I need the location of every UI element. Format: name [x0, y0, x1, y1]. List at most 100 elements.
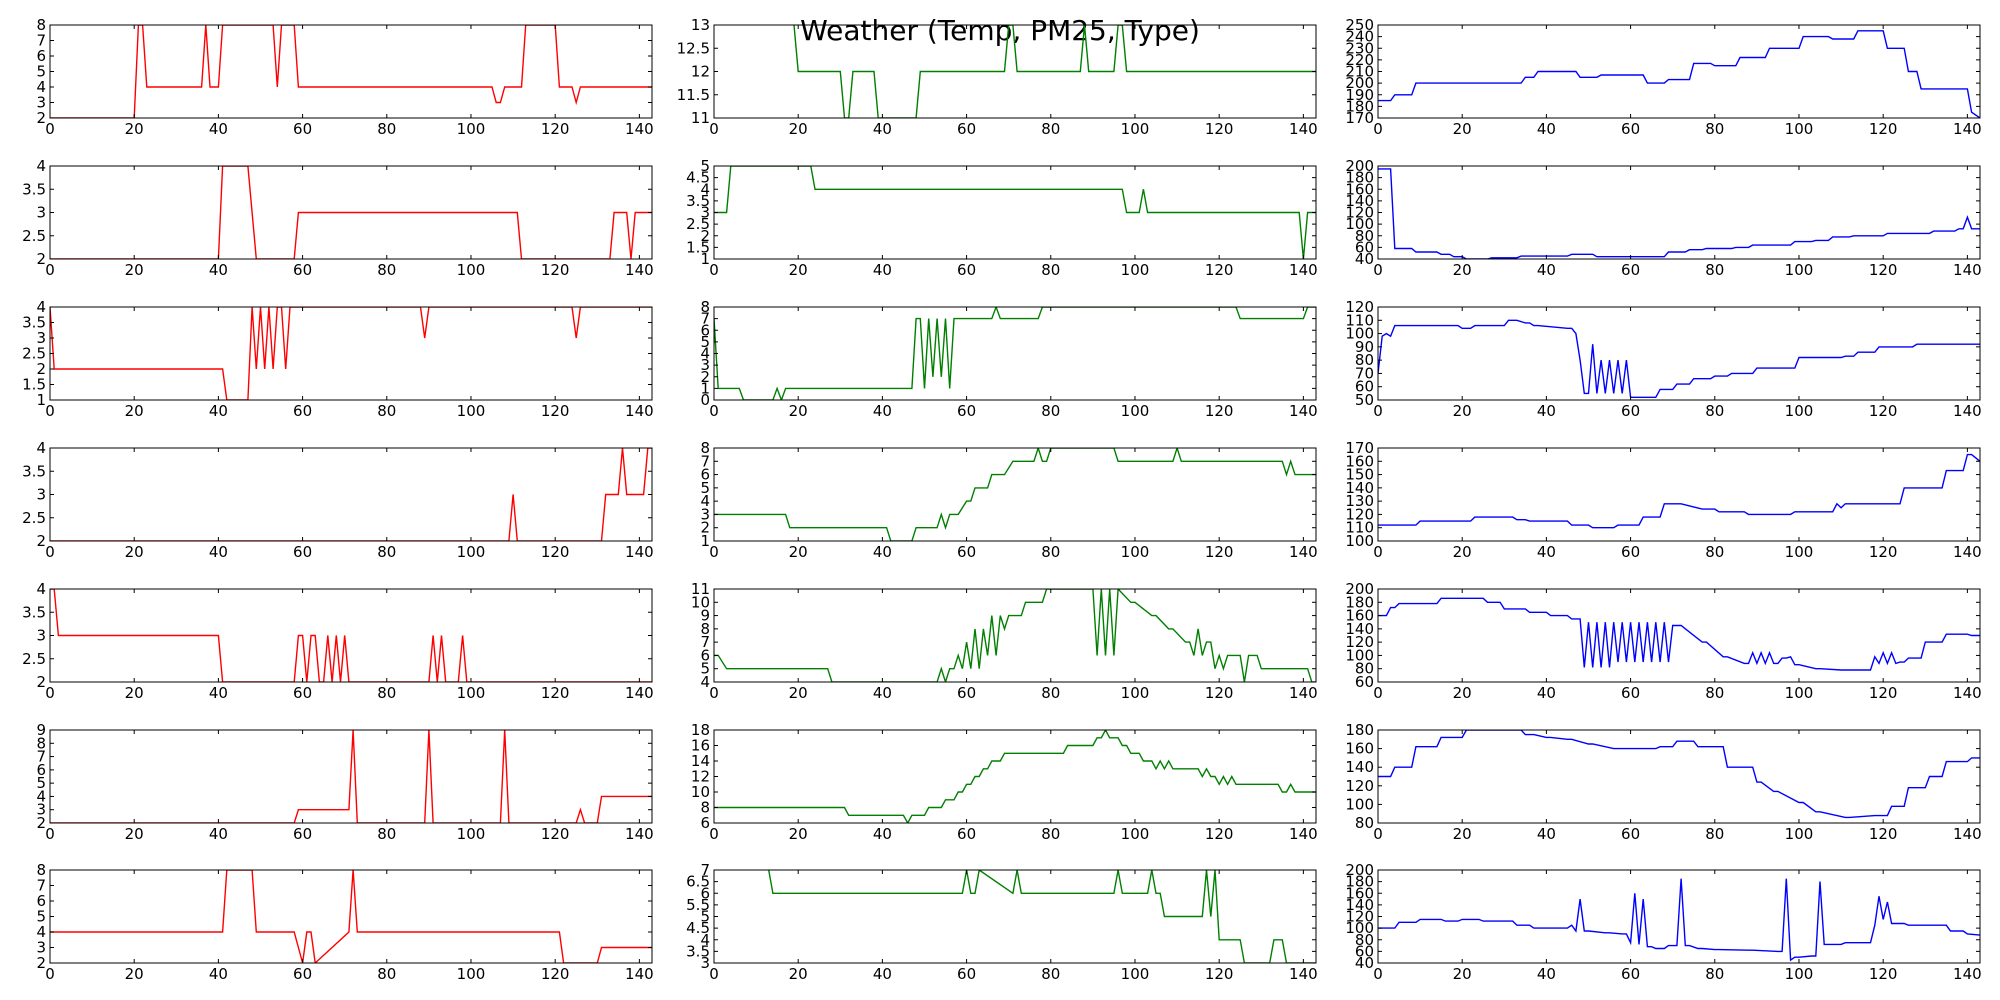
y-tick-label: 2	[700, 519, 710, 537]
y-tick-label: 1.5	[22, 376, 46, 394]
y-tick-label: 2	[700, 368, 710, 386]
x-tick-label: 60	[957, 965, 976, 983]
y-tick-label: 3	[36, 329, 46, 347]
x-tick-label: 100	[457, 402, 486, 420]
y-tick-label: 3	[36, 94, 46, 112]
y-tick-label: 0	[700, 391, 710, 409]
axes-frame	[1377, 165, 1981, 260]
y-tick-label: 10	[691, 783, 710, 801]
x-tick-label: 120	[1869, 684, 1898, 702]
x-tick-label: 0	[709, 825, 719, 843]
y-tick-label: 80	[1355, 351, 1374, 369]
x-tick-label: 100	[1121, 965, 1150, 983]
x-tick-label: 60	[293, 543, 312, 561]
y-tick-label: 2	[36, 109, 46, 127]
y-tick-label: 180	[1345, 169, 1374, 187]
x-tick-label: 20	[789, 543, 808, 561]
y-tick-label: 170	[1345, 109, 1374, 127]
y-tick-label: 100	[1345, 646, 1374, 664]
y-tick-label: 2	[36, 954, 46, 972]
x-tick-label: 140	[625, 684, 654, 702]
x-tick-label: 140	[625, 402, 654, 420]
series-line-3	[1378, 30, 1980, 118]
y-tick-label: 1	[700, 379, 710, 397]
y-tick-label: 7	[700, 633, 710, 651]
x-tick-label: 120	[1869, 543, 1898, 561]
y-tick-label: 4.5	[686, 169, 710, 187]
x-tick-label: 0	[1373, 684, 1383, 702]
x-tick-label: 0	[709, 261, 719, 279]
x-tick-label: 40	[209, 120, 228, 138]
x-tick-label: 0	[1373, 261, 1383, 279]
y-tick-label: 18	[691, 721, 710, 739]
x-tick-label: 60	[957, 261, 976, 279]
x-tick-label: 120	[541, 261, 570, 279]
y-tick-label: 100	[1345, 795, 1374, 813]
y-tick-label: 2.5	[22, 509, 46, 527]
x-tick-label: 40	[1537, 684, 1556, 702]
y-tick-label: 250	[1345, 16, 1374, 34]
y-tick-label: 12.5	[677, 39, 710, 57]
x-tick-label: 80	[377, 965, 396, 983]
x-tick-label: 120	[1205, 402, 1234, 420]
x-tick-label: 20	[1453, 261, 1472, 279]
series-line-18	[1378, 730, 1980, 819]
y-tick-label: 4	[36, 298, 46, 316]
x-tick-label: 60	[293, 965, 312, 983]
y-tick-label: 3.5	[22, 180, 46, 198]
y-tick-label: 160	[1345, 180, 1374, 198]
y-tick-label: 9	[700, 607, 710, 625]
y-tick-label: 7	[700, 452, 710, 470]
y-tick-label: 11	[691, 109, 710, 127]
y-tick-label: 8	[36, 16, 46, 34]
y-tick-label: 130	[1345, 492, 1374, 510]
y-tick-label: 4	[700, 345, 710, 363]
x-tick-label: 0	[709, 120, 719, 138]
y-tick-label: 110	[1345, 519, 1374, 537]
series-line-7	[50, 307, 652, 400]
x-tick-label: 80	[1705, 684, 1724, 702]
series-line-16	[50, 730, 652, 823]
x-tick-label: 20	[125, 261, 144, 279]
y-tick-label: 5	[700, 660, 710, 678]
y-tick-label: 16	[691, 737, 710, 755]
y-tick-label: 2.5	[22, 227, 46, 245]
y-tick-label: 120	[1345, 908, 1374, 926]
y-tick-label: 3	[700, 356, 710, 374]
x-tick-label: 80	[1705, 261, 1724, 279]
x-tick-label: 0	[709, 965, 719, 983]
x-tick-label: 100	[1785, 965, 1814, 983]
y-tick-label: 170	[1345, 439, 1374, 457]
x-tick-label: 140	[625, 825, 654, 843]
y-tick-label: 4	[36, 157, 46, 175]
x-tick-label: 140	[1289, 965, 1318, 983]
x-tick-label: 40	[209, 543, 228, 561]
y-tick-label: 4	[36, 78, 46, 96]
series-line-12	[1378, 453, 1980, 529]
x-tick-label: 60	[957, 402, 976, 420]
x-tick-label: 40	[1537, 120, 1556, 138]
x-tick-label: 60	[293, 261, 312, 279]
x-tick-label: 140	[1289, 825, 1318, 843]
x-tick-label: 80	[377, 120, 396, 138]
y-tick-label: 2	[36, 250, 46, 268]
x-tick-label: 80	[377, 684, 396, 702]
y-tick-label: 2	[36, 360, 46, 378]
x-tick-label: 0	[1373, 120, 1383, 138]
x-tick-label: 80	[1041, 543, 1060, 561]
x-tick-label: 140	[625, 543, 654, 561]
x-tick-label: 20	[125, 402, 144, 420]
series-line-5	[714, 166, 1316, 259]
y-tick-label: 60	[1355, 238, 1374, 256]
x-tick-label: 100	[1121, 543, 1150, 561]
y-tick-label: 4	[36, 787, 46, 805]
x-tick-label: 120	[541, 120, 570, 138]
axes-frame	[713, 306, 1317, 401]
y-tick-label: 7	[36, 877, 46, 895]
y-tick-label: 8	[700, 799, 710, 817]
x-tick-label: 80	[377, 261, 396, 279]
